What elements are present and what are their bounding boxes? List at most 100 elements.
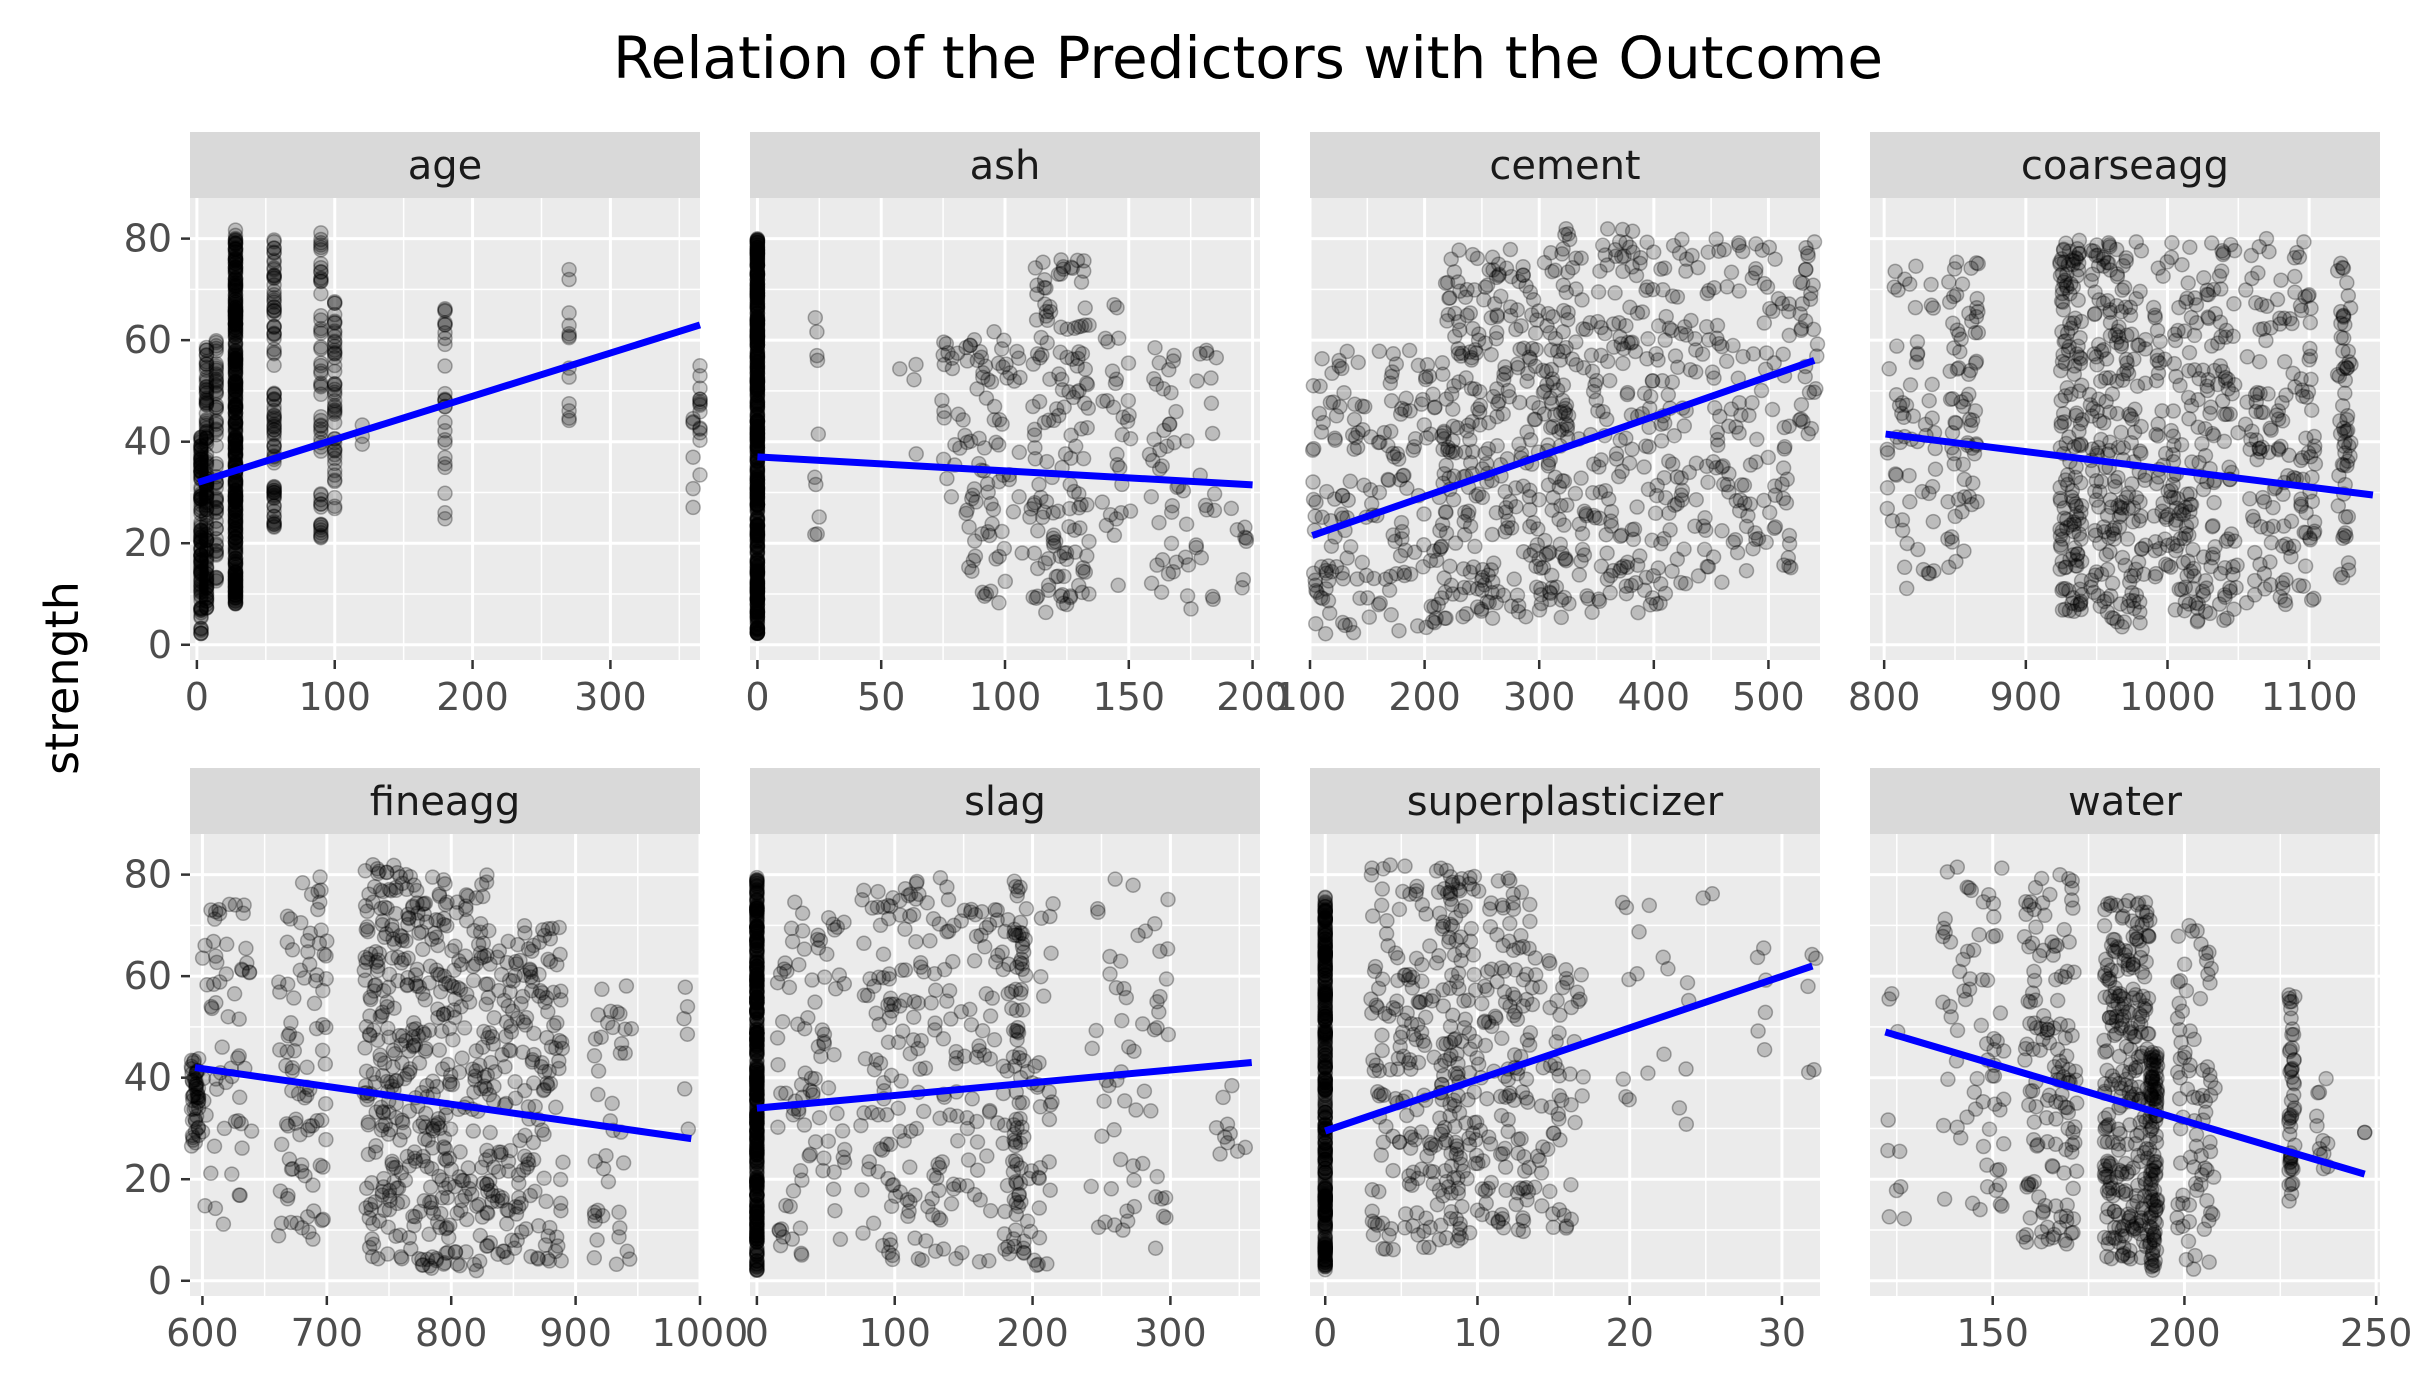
data-point <box>1474 561 1491 578</box>
data-point <box>2302 314 2319 331</box>
data-point <box>1371 343 1388 360</box>
data-point <box>1161 416 1178 433</box>
data-point <box>1401 342 1418 359</box>
data-point <box>2190 419 2206 435</box>
data-point <box>193 564 209 581</box>
data-point <box>458 898 474 914</box>
data-point <box>193 502 209 519</box>
data-point <box>198 530 215 546</box>
data-point <box>1678 263 1694 279</box>
data-point <box>1077 317 1093 333</box>
data-point <box>525 1134 542 1151</box>
data-point <box>198 424 215 440</box>
x-tick-label: 800 <box>1848 675 1921 719</box>
data-point <box>431 1042 448 1058</box>
data-point <box>1498 364 1514 381</box>
data-point <box>193 488 209 505</box>
data-point <box>421 1258 438 1274</box>
data-point <box>749 277 766 293</box>
data-point <box>208 358 224 374</box>
data-point <box>1079 419 1095 436</box>
data-point <box>1940 494 1956 510</box>
data-point <box>561 395 577 412</box>
data-point <box>685 449 701 465</box>
data-point <box>442 1073 458 1090</box>
data-point <box>446 1002 462 1018</box>
data-point <box>1706 279 1722 296</box>
data-point <box>2147 307 2163 324</box>
data-point <box>1511 394 1528 411</box>
data-point <box>1398 390 1414 407</box>
data-point <box>1380 471 1396 488</box>
data-point <box>193 546 209 563</box>
data-point <box>1955 456 1971 473</box>
data-point <box>749 439 766 455</box>
data-point <box>1120 392 1137 409</box>
data-point <box>193 524 209 540</box>
data-point <box>193 563 209 579</box>
data-point <box>193 559 209 576</box>
data-point <box>193 449 209 465</box>
data-point <box>1491 393 1507 409</box>
data-point <box>534 1122 550 1138</box>
data-point <box>1902 494 1918 510</box>
data-point <box>2183 563 2199 580</box>
data-point <box>2263 534 2280 551</box>
data-point <box>1953 331 1969 348</box>
data-point <box>1797 368 1813 385</box>
data-point <box>1879 441 1896 458</box>
y-tick-label: 60 <box>124 954 172 998</box>
data-point <box>1555 302 1572 319</box>
data-point <box>384 917 400 934</box>
data-point <box>390 972 406 989</box>
data-point <box>2340 562 2357 578</box>
data-point <box>198 354 215 370</box>
data-point <box>1729 544 1746 561</box>
data-point <box>964 563 980 579</box>
data-point <box>193 449 209 466</box>
data-point <box>1676 541 1692 557</box>
data-point <box>2204 518 2221 535</box>
data-point <box>677 979 694 995</box>
data-point <box>2172 377 2188 394</box>
data-point <box>561 271 577 288</box>
data-point <box>749 480 766 497</box>
data-point <box>358 1200 374 1216</box>
data-point <box>512 1132 528 1149</box>
data-point <box>2155 495 2171 511</box>
data-point <box>1502 241 1519 258</box>
data-point <box>985 501 1002 518</box>
data-point <box>1925 300 1942 316</box>
data-point <box>2147 568 2163 585</box>
data-point <box>2149 322 2166 339</box>
data-point <box>1802 291 1819 307</box>
y-tick-label: 20 <box>124 521 172 565</box>
x-tick-label: 800 <box>415 1311 488 1355</box>
data-point <box>1038 604 1054 621</box>
data-point <box>1538 363 1555 380</box>
data-point <box>1438 457 1454 474</box>
data-point <box>1325 394 1342 410</box>
data-point <box>1559 497 1575 513</box>
data-point <box>978 390 995 406</box>
data-point <box>193 608 209 625</box>
data-point <box>1418 369 1434 385</box>
data-point <box>394 1194 411 1210</box>
data-point <box>1331 352 1347 369</box>
data-point <box>422 1194 438 1211</box>
data-point <box>198 433 215 449</box>
data-point <box>1571 567 1588 583</box>
data-point <box>437 317 453 333</box>
data-point <box>198 420 215 436</box>
data-point <box>1445 586 1461 602</box>
data-point <box>609 1004 625 1020</box>
data-point <box>193 609 209 626</box>
data-point <box>2180 275 2196 291</box>
data-point <box>198 486 215 502</box>
data-point <box>198 430 215 446</box>
data-point <box>198 488 215 505</box>
data-point <box>1327 430 1343 447</box>
data-point <box>908 356 924 373</box>
data-point <box>2132 615 2148 631</box>
